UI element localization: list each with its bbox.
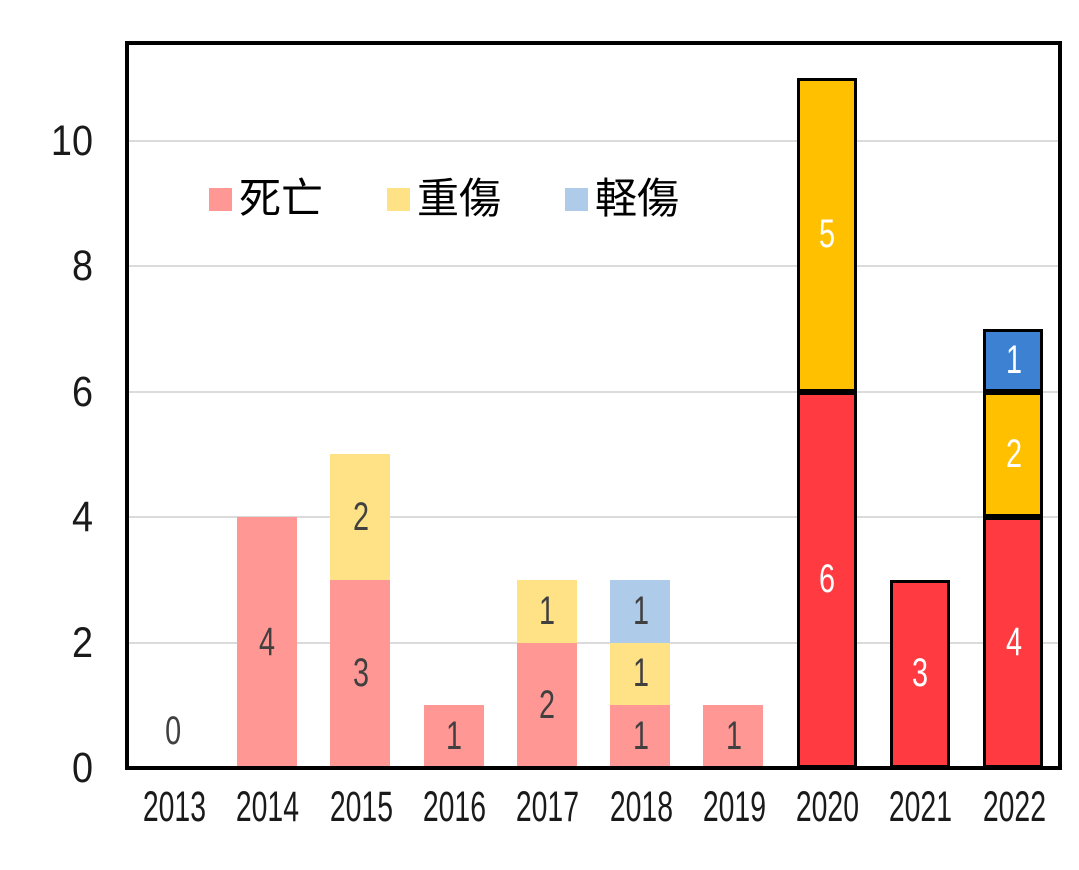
legend-item-shibou: 死亡 (209, 178, 323, 220)
bar-segment-2015-死亡: 3 (330, 579, 391, 768)
bar-segment-2020-死亡: 6 (796, 391, 857, 768)
bar-segment-2019-死亡: 1 (703, 705, 764, 768)
legend-swatch-juushou (387, 187, 411, 211)
y-tick-label: 4 (71, 493, 93, 541)
bar-segment-2014-死亡: 4 (236, 517, 297, 768)
bar-segment-2017-重傷: 1 (516, 579, 577, 643)
data-label: 1 (445, 714, 462, 759)
bar-segment-2022-重傷: 2 (983, 391, 1044, 517)
x-tick-label: 2022 (982, 783, 1046, 831)
legend-swatch-shibou (209, 187, 232, 211)
x-tick-label: 2017 (516, 783, 580, 831)
x-tick-label: 2018 (609, 783, 673, 831)
data-label: 2 (1005, 431, 1022, 476)
x-tick-label: 2013 (142, 783, 207, 831)
gridline-y6 (127, 390, 1060, 393)
x-tick-label: 2019 (702, 783, 766, 831)
legend-item-keishou: 軽傷 (565, 178, 679, 220)
bar-segment-2017-死亡: 2 (516, 642, 577, 768)
gridline-y8 (127, 265, 1060, 267)
y-tick-label: 8 (71, 242, 93, 290)
gridline-y10 (127, 139, 1060, 142)
legend-label-shibou: 死亡 (239, 175, 324, 222)
legend-swatch-keishou (565, 187, 589, 211)
x-tick-label: 2021 (889, 783, 953, 831)
data-label: 1 (1005, 337, 1022, 382)
x-tick-label: 2020 (795, 783, 860, 831)
legend-label-keishou: 軽傷 (595, 175, 680, 222)
y-tick-label: 0 (71, 744, 93, 792)
bar-segment-2016-死亡: 1 (423, 705, 484, 768)
y-tick-label: 6 (71, 367, 93, 416)
bar-segment-2022-死亡: 4 (983, 517, 1044, 768)
bar-segment-2018-重傷: 1 (610, 642, 671, 706)
legend: 死亡 重傷 軽傷 (209, 178, 679, 220)
data-label: 3 (912, 651, 928, 696)
legend-item-juushou: 重傷 (387, 178, 501, 220)
data-label: 6 (819, 557, 835, 602)
bar-segment-2021-死亡: 3 (890, 579, 951, 768)
legend-label-juushou: 重傷 (417, 175, 502, 222)
bar-segment-2018-死亡: 1 (610, 705, 671, 768)
data-label: 1 (539, 588, 555, 633)
data-label: 4 (259, 620, 275, 664)
x-tick-label: 2015 (329, 783, 393, 831)
data-label-zero: 0 (164, 709, 181, 753)
bar-segment-2015-重傷: 2 (330, 454, 391, 580)
data-label: 3 (352, 651, 369, 696)
plot-area: 4 3 2 1 2 1 1 1 1 1 6 5 3 4 2 1 0 (127, 43, 1060, 768)
data-label: 5 (819, 212, 835, 257)
gridline-y4 (127, 516, 1060, 518)
data-label: 1 (632, 651, 648, 696)
data-label: 1 (725, 714, 742, 759)
y-tick-label: 10 (50, 116, 93, 165)
y-tick-label: 2 (71, 618, 93, 667)
bar-segment-2020-重傷: 5 (796, 77, 857, 392)
bar-segment-2018-軽傷: 1 (610, 579, 671, 643)
data-label: 1 (632, 588, 648, 633)
x-tick-label: 2016 (422, 783, 486, 831)
data-label: 2 (352, 494, 369, 539)
data-label: 4 (1005, 620, 1022, 664)
bar-segment-2022-軽傷: 1 (983, 328, 1044, 392)
data-label: 1 (632, 714, 648, 759)
data-label: 2 (539, 682, 555, 727)
gridline-y2 (127, 641, 1060, 644)
x-tick-label: 2014 (236, 783, 300, 831)
